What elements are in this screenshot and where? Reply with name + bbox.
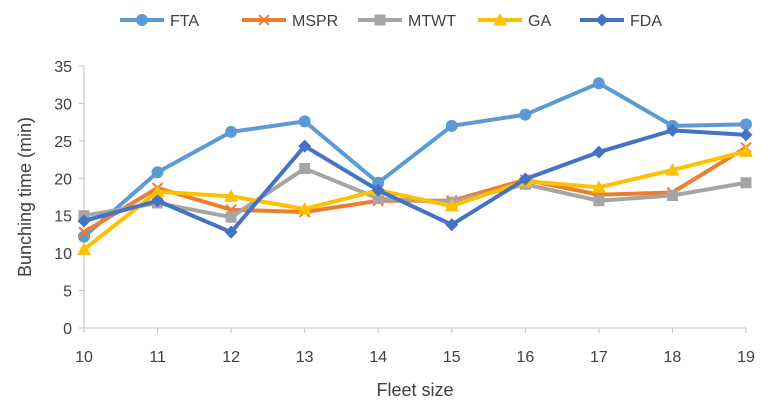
data-point-ga xyxy=(739,144,753,157)
y-axis-ticks: 0 5 10 15 20 25 30 35 xyxy=(54,59,84,338)
y-tick-label: 10 xyxy=(54,246,72,263)
x-tick-label: 14 xyxy=(369,349,387,366)
data-point-fta xyxy=(298,115,311,128)
legend-label-mspr: MSPR xyxy=(292,13,338,30)
data-point-ga xyxy=(150,184,165,198)
data-point-ga xyxy=(77,242,91,255)
y-tick-label: 5 xyxy=(63,284,72,301)
x-tick-label: 16 xyxy=(516,349,534,366)
data-point-fda xyxy=(665,123,679,137)
legend-marker-fta xyxy=(136,14,148,26)
x-tick-label: 12 xyxy=(222,349,240,366)
data-point-mtwt xyxy=(666,190,678,202)
data-point-ga xyxy=(224,189,239,202)
series-fta xyxy=(78,77,752,243)
y-tick-label: 35 xyxy=(54,59,72,76)
data-point-fta xyxy=(740,118,752,131)
data-point-fta xyxy=(445,119,458,132)
legend-label-fta: FTA xyxy=(170,13,199,30)
y-axis-title: Bunching time (min) xyxy=(15,117,35,277)
y-tick-label: 0 xyxy=(63,321,72,338)
data-point-fta xyxy=(519,108,532,121)
data-point-fda xyxy=(739,128,753,142)
x-tick-label: 15 xyxy=(443,349,461,366)
data-point-ga xyxy=(297,201,312,215)
series-line-mtwt xyxy=(82,166,748,220)
y-tick-label: 30 xyxy=(54,96,72,113)
y-tick-label: 20 xyxy=(54,171,72,188)
legend: FTA MSPR MTWT GA FDA xyxy=(120,13,662,30)
data-point-mspr xyxy=(78,226,90,238)
legend-item-mspr: MSPR xyxy=(242,13,338,30)
x-axis-title: Fleet size xyxy=(376,380,453,400)
data-point-mtwt xyxy=(225,211,237,223)
series-layer xyxy=(77,77,753,255)
data-point-fda xyxy=(371,183,385,197)
data-point-fda xyxy=(298,139,312,153)
legend-item-fda: FDA xyxy=(580,13,662,30)
x-tick-label: 18 xyxy=(664,349,682,366)
data-point-fta xyxy=(592,77,605,90)
series-line-fta xyxy=(82,81,748,239)
data-point-mtwt xyxy=(740,177,752,189)
x-tick-label: 17 xyxy=(590,349,608,366)
data-point-fta xyxy=(225,125,238,138)
x-tick-label: 11 xyxy=(149,349,166,366)
legend-item-mtwt: MTWT xyxy=(358,13,456,30)
legend-marker-mtwt xyxy=(374,14,386,26)
series-line-ga xyxy=(82,149,748,252)
data-point-ga xyxy=(665,163,680,176)
x-tick-label: 19 xyxy=(737,349,755,366)
legend-item-fta: FTA xyxy=(120,13,199,30)
legend-label-ga: GA xyxy=(528,13,551,30)
legend-marker-fda xyxy=(595,13,609,27)
data-point-fta xyxy=(151,166,164,179)
legend-item-ga: GA xyxy=(478,13,551,30)
data-point-fda xyxy=(445,218,459,232)
data-point-ga xyxy=(444,198,459,212)
data-point-mtwt xyxy=(593,195,605,207)
series-line-fda xyxy=(82,128,748,235)
series-fda xyxy=(77,123,753,239)
x-tick-label: 10 xyxy=(75,349,93,366)
data-point-fda xyxy=(151,194,165,208)
x-tick-label: 13 xyxy=(296,349,314,366)
legend-marker-mspr xyxy=(258,14,270,26)
data-point-mtwt xyxy=(299,163,311,175)
y-tick-label: 25 xyxy=(54,134,72,151)
y-tick-label: 15 xyxy=(54,209,72,226)
x-axis-ticks: 10 11 12 13 14 15 16 17 18 19 xyxy=(75,328,755,366)
legend-marker-ga xyxy=(493,13,507,26)
data-point-fda xyxy=(224,225,238,239)
data-point-fda xyxy=(518,172,532,186)
data-point-fda xyxy=(77,214,91,228)
data-point-fda xyxy=(592,145,606,159)
legend-label-fda: FDA xyxy=(630,13,662,30)
legend-label-mtwt: MTWT xyxy=(408,13,456,30)
data-point-mtwt xyxy=(372,192,384,204)
data-point-ga xyxy=(591,180,606,193)
